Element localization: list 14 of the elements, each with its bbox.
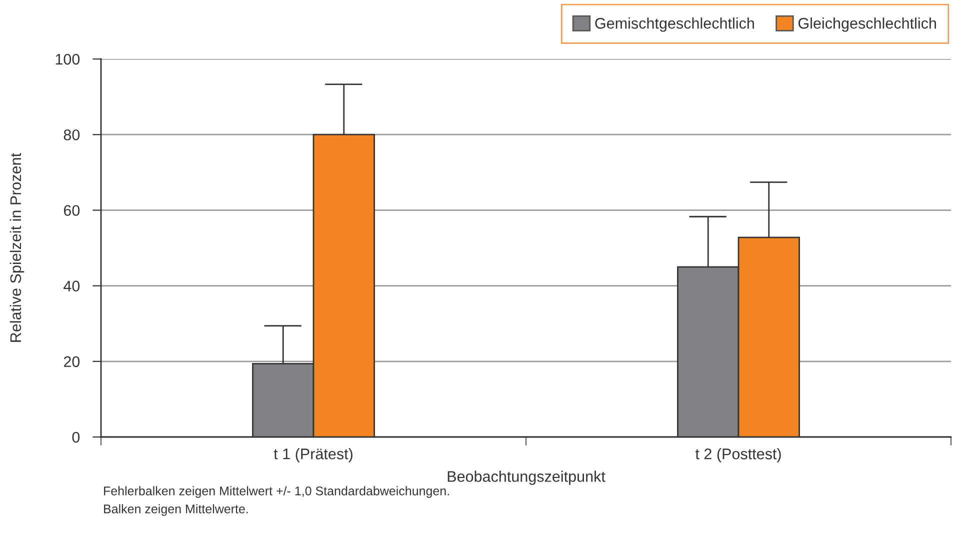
y-axis-title: Relative Spielzeit in Prozent — [10, 153, 24, 342]
y-tick-label: 80 — [64, 129, 80, 140]
y-tick-label: 20 — [64, 356, 80, 368]
x-tick-label: t 1 (Prätest) — [274, 448, 352, 462]
text: Fehlerbalken zeigen Mittelwert +/- 1,0 Standardabweichungen. — [104, 486, 449, 498]
y-tick-label: 40 — [64, 280, 80, 292]
x-axis-title: Beobachtungszeitpunkt — [448, 470, 606, 485]
y-tick-label: 60 — [64, 205, 80, 216]
legend-label: Gleichgeschlechtlich — [798, 18, 936, 32]
legend-label: Gemischtgeschlechtlich — [595, 18, 754, 32]
y-tick-label: 0 — [72, 432, 80, 443]
y-tick-label: 100 — [56, 54, 80, 65]
x-tick-label: t 2 (Posttest) — [695, 448, 781, 462]
text: Balken zeigen Mittelwerte. — [104, 504, 248, 516]
